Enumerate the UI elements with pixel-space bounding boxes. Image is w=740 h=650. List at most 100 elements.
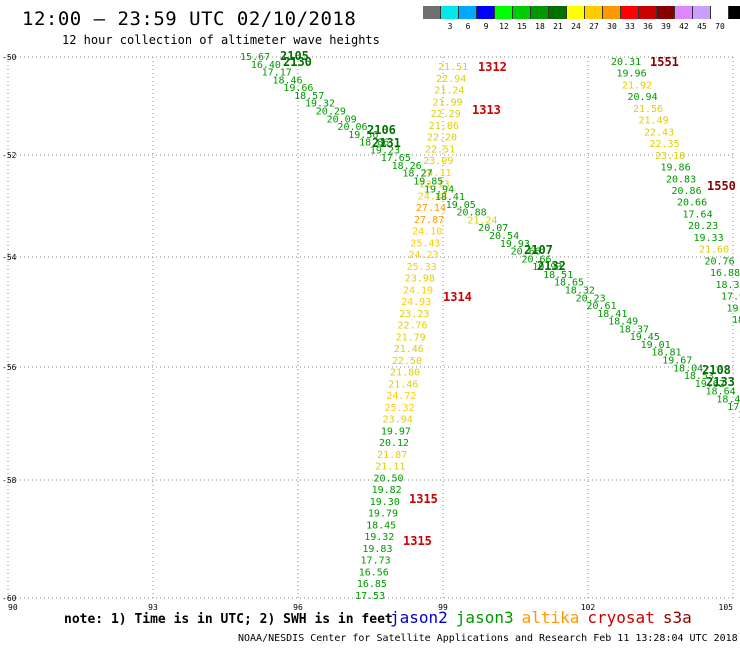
swh-value: 17.53	[355, 591, 385, 602]
satellite-altika: altika	[521, 608, 580, 627]
legend-label: 21	[553, 22, 563, 31]
swh-value: 21.24	[467, 215, 497, 226]
legend-swatch	[495, 6, 513, 19]
lat-tick-label: -54	[2, 253, 17, 262]
legend-swatch	[639, 6, 657, 19]
swh-value: 23.94	[383, 415, 413, 426]
pass-number: 2131	[372, 136, 401, 150]
swh-value: 23.98	[405, 274, 435, 285]
swh-value: 22.51	[425, 144, 455, 155]
swh-value: 20.61	[586, 301, 616, 312]
swh-value: 17.64	[683, 209, 713, 220]
legend-label: 15	[517, 22, 527, 31]
swh-value: 21.80	[390, 368, 420, 379]
swh-value: 17.65	[381, 153, 411, 164]
legend-swatch	[675, 6, 693, 19]
pass-number: 1550	[707, 179, 736, 193]
swh-value: 19.45	[630, 332, 660, 343]
axis-labels: 90 93 96 99 102 105 -50 -52 -54 -56 -58 -60	[2, 53, 733, 612]
lat-tick-label: -58	[2, 476, 17, 485]
legend-swatch	[657, 6, 675, 19]
map-title: 12:00 – 23:59 UTC 02/10/2018	[22, 8, 357, 30]
legend-label: 3	[447, 22, 453, 31]
pass-number: 1315	[403, 534, 432, 548]
legend-label: 45	[697, 22, 707, 31]
lon-tick-label: 102	[581, 603, 596, 612]
lon-tick-label: 99	[438, 603, 448, 612]
swh-value: 20.50	[373, 473, 403, 484]
swh-value: 27.87	[414, 215, 444, 226]
pass-number: 1315	[409, 492, 438, 506]
satellite-s3a: s3a	[662, 608, 692, 627]
swh-value: 18.41	[597, 309, 627, 320]
swh-value: 20.07	[478, 223, 508, 234]
lon-tick-label: 90	[8, 603, 18, 612]
swh-value: 23.09	[423, 156, 453, 167]
swh-value: 20.23	[576, 293, 606, 304]
pass-number: 2106	[367, 123, 396, 137]
swh-value: 20.06	[337, 122, 367, 133]
swh-value: 19.79	[368, 509, 398, 520]
color-legend	[423, 6, 740, 19]
swh-value: 18.26	[392, 161, 422, 172]
swh-value: 18.45	[716, 394, 740, 405]
swh-value: 21.79	[396, 332, 426, 343]
swh-value: 22.50	[392, 356, 422, 367]
swh-value: 18.57	[294, 91, 324, 102]
pass-number: 2133	[706, 375, 735, 389]
satellite-jason3: jason3	[455, 608, 514, 627]
swh-value: 18.27	[402, 169, 432, 180]
legend-label: 70	[715, 22, 725, 31]
swh-value: 17.73	[361, 556, 391, 567]
swh-value: 25.32	[385, 403, 415, 414]
satellite-jason2: jason2	[390, 608, 448, 627]
legend-label: 27	[589, 22, 599, 31]
legend-label: 9	[483, 22, 489, 31]
swh-value: 18.86	[359, 138, 389, 149]
legend-swatch	[567, 6, 585, 19]
swh-value: 16.40	[251, 60, 281, 71]
swh-value: 25.43	[410, 238, 440, 249]
swh-value: 19.66	[283, 83, 313, 94]
swh-value: 20.66	[511, 247, 541, 258]
swh-value: 21.99	[432, 97, 462, 108]
legend-label: 18	[535, 22, 545, 31]
swh-value: 15.67	[240, 52, 270, 63]
swh-value: 18.53	[684, 371, 714, 382]
swh-value: 19.94	[424, 184, 454, 195]
swh-value: 20.94	[628, 92, 658, 103]
legend-label: 30	[607, 22, 617, 31]
swh-value: 19.32	[305, 99, 335, 110]
swh-value: 18.04	[673, 363, 703, 374]
swh-value: 17.9	[721, 292, 740, 303]
swh-value: 19.01	[641, 340, 671, 351]
swh-value: 22.76	[397, 321, 427, 332]
legend-swatch	[531, 6, 549, 19]
lon-tick-label: 105	[719, 603, 734, 612]
swh-value: 19.82	[372, 485, 402, 496]
legend-label: 39	[661, 22, 671, 31]
pass-number: 2107	[524, 243, 553, 257]
swh-value: 18	[732, 315, 740, 326]
swh-value: 24.72	[386, 391, 416, 402]
swh-value: 20.09	[327, 114, 357, 125]
pass-number: 1314	[443, 290, 472, 304]
swh-value: 18.81	[651, 348, 681, 359]
swh-value: 19.93	[532, 262, 562, 273]
swh-value: 21.49	[639, 116, 669, 127]
legend-swatch	[603, 6, 621, 19]
swh-value: 16.88	[710, 268, 740, 279]
legend-label: 33	[625, 22, 635, 31]
pass-number: 2105	[280, 49, 309, 63]
swh-value: 22.43	[644, 127, 674, 138]
swh-value: 20.66	[677, 198, 707, 209]
swh-value: 16.85	[357, 579, 387, 590]
swh-value: 22.29	[431, 109, 461, 120]
legend-swatch	[549, 6, 567, 19]
swh-value: 24.23	[408, 250, 438, 261]
swh-value: 19.97	[381, 426, 411, 437]
pass-labels: 2105213021062131210721322108213313121313…	[280, 49, 736, 548]
swh-value: 19.93	[500, 239, 530, 250]
swh-value: 19.	[727, 303, 740, 314]
